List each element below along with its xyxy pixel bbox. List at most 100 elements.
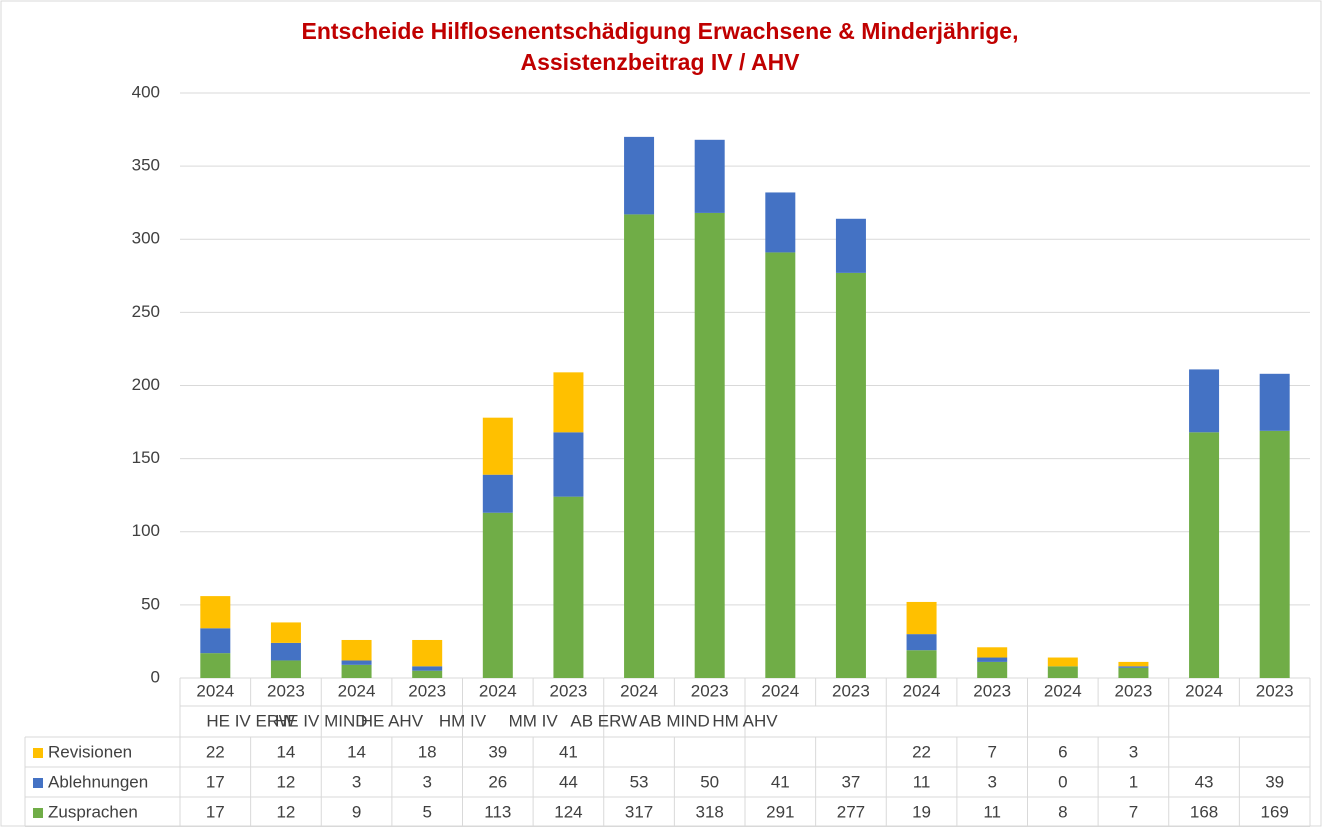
bar-segment: [270, 642, 301, 661]
bar-segment: [1118, 667, 1149, 678]
bar-segment: [341, 639, 372, 661]
table-value: 39: [488, 742, 507, 761]
bar-segment: [624, 214, 655, 678]
y-tick-label: 100: [132, 521, 160, 540]
y-tick-label: 400: [132, 82, 160, 101]
bar-segment: [200, 596, 231, 629]
bar-segment: [412, 639, 443, 667]
table-value: 169: [1261, 802, 1289, 821]
bar-segment: [1189, 432, 1220, 678]
bar-segment: [694, 212, 725, 679]
bar-segment: [765, 252, 796, 678]
bar-segment: [482, 474, 513, 513]
table-value: 317: [625, 802, 653, 821]
table-value: 43: [1195, 772, 1214, 791]
table-value: 291: [766, 802, 794, 821]
table-value: 11: [983, 802, 1001, 821]
bar-segment: [270, 660, 301, 678]
table-value: 22: [206, 742, 225, 761]
bar-segment: [270, 622, 301, 643]
bar-segment: [977, 657, 1008, 662]
table-value: 277: [837, 802, 865, 821]
table-value: 18: [418, 742, 437, 761]
table-value: 12: [276, 802, 295, 821]
bar-segment: [412, 666, 443, 671]
table-value: 124: [554, 802, 582, 821]
table-value: 41: [559, 742, 578, 761]
table-value: 3: [352, 772, 361, 791]
group-label: HM AHV: [712, 711, 778, 730]
table-value: 168: [1190, 802, 1218, 821]
group-label: HE IV MIND: [275, 711, 368, 730]
table-value: 26: [488, 772, 507, 791]
group-label: AB ERW: [570, 711, 637, 730]
table-value: 22: [912, 742, 931, 761]
x-tick-label: 2023: [267, 681, 305, 700]
table-value: 3: [987, 772, 996, 791]
legend-label: Revisionen: [48, 742, 132, 761]
x-tick-label: 2024: [1044, 681, 1082, 700]
table-value: 14: [276, 742, 295, 761]
bar-segment: [482, 417, 513, 475]
bar-segment: [765, 192, 796, 253]
table-value: 7: [987, 742, 996, 761]
table-value: 12: [276, 772, 295, 791]
table-value: 37: [841, 772, 860, 791]
table-value: 318: [696, 802, 724, 821]
x-tick-label: 2024: [196, 681, 234, 700]
bar-segment: [412, 670, 443, 678]
bar-segment: [1259, 373, 1290, 431]
table-value: 39: [1265, 772, 1284, 791]
legend-label: Ablehnungen: [48, 772, 148, 791]
bar-segment: [906, 634, 937, 651]
legend-label: Zusprachen: [48, 802, 138, 821]
table-value: 5: [422, 802, 431, 821]
bar-segment: [906, 601, 937, 635]
table-value: 50: [700, 772, 719, 791]
table-value: 9: [352, 802, 361, 821]
x-tick-label: 2024: [903, 681, 941, 700]
legend-swatch: [33, 808, 43, 818]
table-value: 1: [1129, 772, 1138, 791]
bar-segment: [1047, 666, 1078, 678]
bar-segment: [835, 218, 866, 273]
bar-segment: [341, 664, 372, 678]
bar-segment: [553, 496, 584, 678]
table-value: 17: [206, 772, 225, 791]
y-tick-label: 50: [141, 594, 160, 613]
bar-segment: [1118, 666, 1149, 668]
bar-segment: [694, 139, 725, 213]
legend-swatch: [33, 748, 43, 758]
bar-segment: [553, 372, 584, 433]
y-tick-label: 300: [132, 229, 160, 248]
x-tick-label: 2024: [761, 681, 799, 700]
table-value: 8: [1058, 802, 1067, 821]
x-tick-label: 2023: [550, 681, 588, 700]
table-value: 11: [913, 772, 931, 791]
x-tick-label: 2024: [479, 681, 517, 700]
bar-segment: [553, 432, 584, 497]
table-value: 19: [912, 802, 931, 821]
group-label: HE IV ERW: [206, 711, 294, 730]
bar-segment: [482, 512, 513, 678]
bar-segment: [1189, 369, 1220, 433]
legend-swatch: [33, 778, 43, 788]
bar-segment: [200, 628, 231, 654]
y-tick-label: 0: [151, 667, 160, 686]
table-value: 3: [1129, 742, 1138, 761]
x-tick-label: 2024: [620, 681, 658, 700]
table-value: 6: [1058, 742, 1067, 761]
table-value: 17: [206, 802, 225, 821]
table-value: 41: [771, 772, 790, 791]
table-value: 3: [422, 772, 431, 791]
bar-segment: [977, 647, 1008, 658]
bar-segment: [624, 136, 655, 215]
table-value: 53: [630, 772, 649, 791]
x-tick-label: 2023: [691, 681, 729, 700]
bar-segment: [906, 650, 937, 678]
x-tick-label: 2024: [1185, 681, 1223, 700]
y-tick-label: 250: [132, 302, 160, 321]
bar-segment: [835, 272, 866, 678]
